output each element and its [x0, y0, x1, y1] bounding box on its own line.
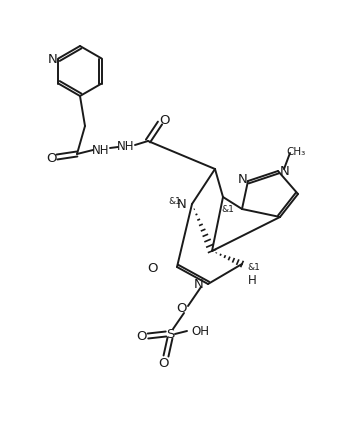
Text: NH: NH — [92, 143, 110, 156]
Text: O: O — [137, 330, 147, 343]
Text: N: N — [177, 198, 187, 211]
Text: N: N — [194, 278, 204, 291]
Text: S: S — [166, 328, 174, 341]
Text: O: O — [177, 302, 187, 315]
Text: CH₃: CH₃ — [286, 147, 306, 157]
Text: O: O — [148, 261, 158, 274]
Text: &1: &1 — [248, 263, 260, 272]
Text: N: N — [280, 165, 290, 178]
Text: O: O — [159, 357, 169, 370]
Text: &1: &1 — [169, 197, 181, 206]
Text: O: O — [160, 113, 170, 126]
Text: N: N — [238, 173, 248, 186]
Text: &1: &1 — [222, 205, 234, 214]
Text: H: H — [248, 273, 256, 286]
Text: O: O — [46, 151, 56, 164]
Text: N: N — [47, 53, 57, 66]
Text: NH: NH — [117, 140, 135, 153]
Text: OH: OH — [191, 325, 209, 338]
